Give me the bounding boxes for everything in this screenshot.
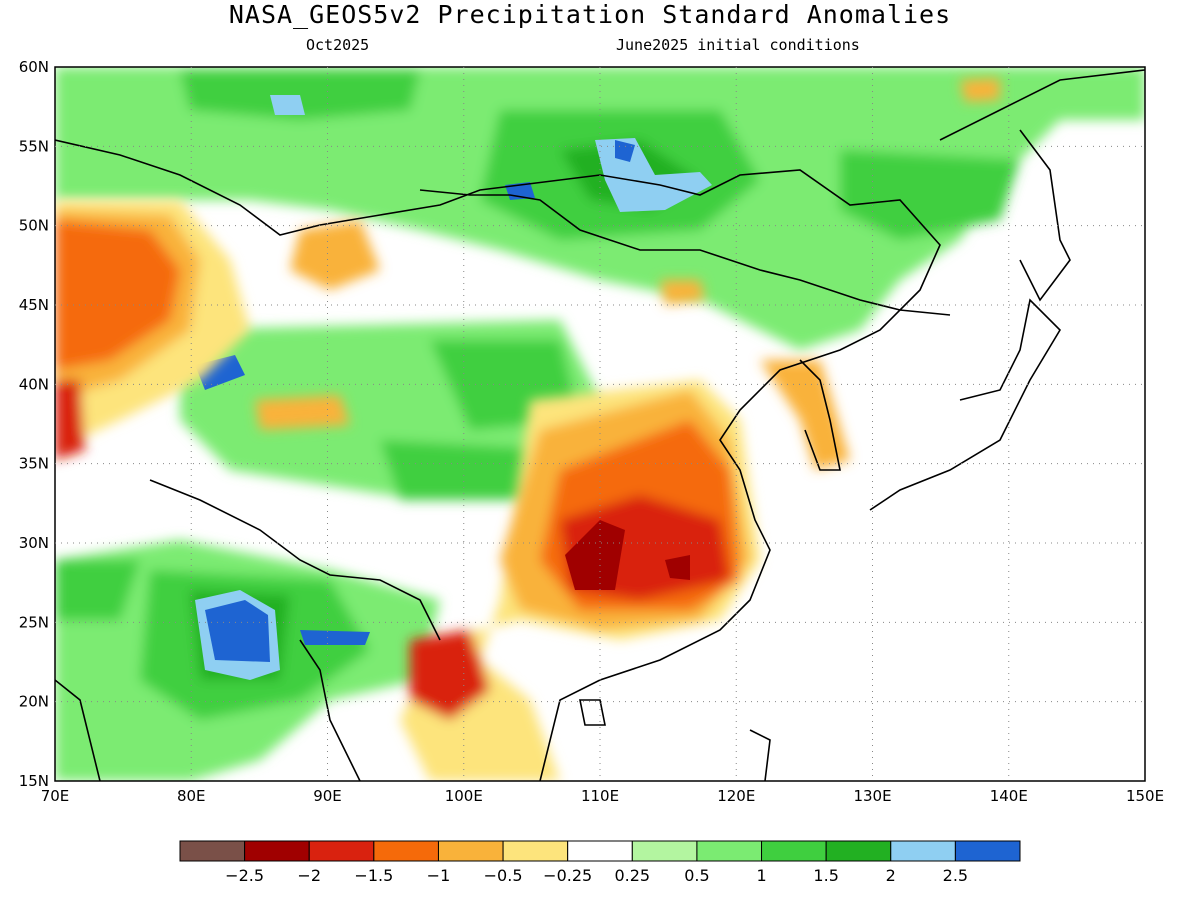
lon-label: 70E <box>41 787 70 805</box>
colorbar-label: 1 <box>756 866 766 885</box>
korea-dry <box>760 360 850 470</box>
colorbar <box>179 840 1021 862</box>
east-india-core <box>205 600 270 662</box>
lat-label: 40N <box>19 375 49 393</box>
colorbar-swatch <box>244 840 310 862</box>
colorbar-swatch <box>890 840 956 862</box>
lon-label: 80E <box>177 787 206 805</box>
altai-dry <box>290 220 380 290</box>
siberia-core <box>270 95 305 115</box>
lon-label: 110E <box>581 787 619 805</box>
lon-label: 130E <box>853 787 891 805</box>
india-west-coast <box>55 679 101 781</box>
manchuria-wet <box>840 150 1020 240</box>
lon-label: 150E <box>1126 787 1164 805</box>
lat-label: 35N <box>19 455 49 473</box>
colorbar-label: −2.5 <box>225 866 264 885</box>
mongolia-border <box>419 189 951 316</box>
kazakhstan-dry <box>55 220 180 370</box>
lon-label: 120E <box>717 787 755 805</box>
himalaya-border <box>149 479 441 641</box>
colorbar-swatch <box>696 840 763 862</box>
colorbar-swatch <box>179 840 246 862</box>
colorbar-label: 0.5 <box>684 866 709 885</box>
colorbar-label: 1.5 <box>813 866 838 885</box>
colorbar-swatch <box>954 840 1021 862</box>
colorbar-swatch <box>502 840 569 862</box>
colorbar-label: −2 <box>297 866 321 885</box>
lat-label: 50N <box>19 217 49 235</box>
lon-label: 90E <box>313 787 342 805</box>
gridlines <box>55 67 1145 781</box>
colorbar-swatch <box>631 840 698 862</box>
colorbar-swatch <box>567 840 633 862</box>
colorbar-swatch <box>308 840 375 862</box>
colorbar-label: 2.5 <box>943 866 968 885</box>
myanmar-dry <box>410 630 490 720</box>
colorbar-swatch <box>761 840 827 862</box>
colorbar-label: 2 <box>886 866 896 885</box>
colorbar-labels: −2.5 −2 −1.5 −1 −0.5 −0.25 0.25 0.5 1 1.5 2 2.5 <box>225 866 968 885</box>
taiwan-coast <box>749 729 771 781</box>
caspian-dry <box>55 380 85 460</box>
baikal-core <box>615 140 635 162</box>
pakistan-wet <box>55 560 140 620</box>
colorbar-swatch <box>373 840 439 862</box>
anomaly-field <box>55 67 1145 781</box>
latitude-labels: 15N 20N 25N 30N 35N 40N 45N 50N 55N 60N <box>19 58 49 790</box>
mainland-coast <box>55 139 941 781</box>
okhotsk-coast <box>939 69 1145 141</box>
map-title: NASA_GEOS5v2 Precipitation Standard Anom… <box>228 0 952 29</box>
mongolia-dry-spot <box>660 280 705 305</box>
lat-label: 60N <box>19 58 49 76</box>
lat-label: 25N <box>19 613 49 631</box>
bay-of-bengal-coast <box>299 639 361 781</box>
colorbar-label: −1 <box>427 866 451 885</box>
tarim-dry <box>255 395 350 430</box>
lon-label: 100E <box>445 787 483 805</box>
lon-label: 140E <box>990 787 1028 805</box>
colorbar-swatch <box>825 840 892 862</box>
japan-coast <box>869 298 1062 511</box>
colorbar-label: −0.5 <box>484 866 523 885</box>
bangladesh-core <box>300 630 370 645</box>
colorbar-label: −0.25 <box>543 866 592 885</box>
coastlines <box>55 69 1145 781</box>
south-china-dry-core <box>565 520 625 590</box>
hunan-dry-core <box>665 555 690 580</box>
lat-label: 20N <box>19 693 49 711</box>
colorbar-label: −1.5 <box>354 866 393 885</box>
forecast-month: Oct2025 <box>306 36 370 54</box>
tibet-wet-core <box>380 440 560 500</box>
lat-label: 55N <box>19 137 49 155</box>
initial-conditions-note: June2025 initial conditions <box>616 36 860 54</box>
lat-label: 45N <box>19 296 49 314</box>
lat-label: 15N <box>19 772 49 790</box>
hainan-coast <box>579 699 606 726</box>
longitude-labels: 70E 80E 90E 100E 110E 120E 130E 140E 150E <box>41 787 1164 805</box>
sakhalin-coast <box>1019 129 1071 302</box>
okhotsk-dry <box>960 78 1000 102</box>
colorbar-label: 0.25 <box>614 866 650 885</box>
lat-label: 30N <box>19 534 49 552</box>
colorbar-swatch <box>437 840 504 862</box>
